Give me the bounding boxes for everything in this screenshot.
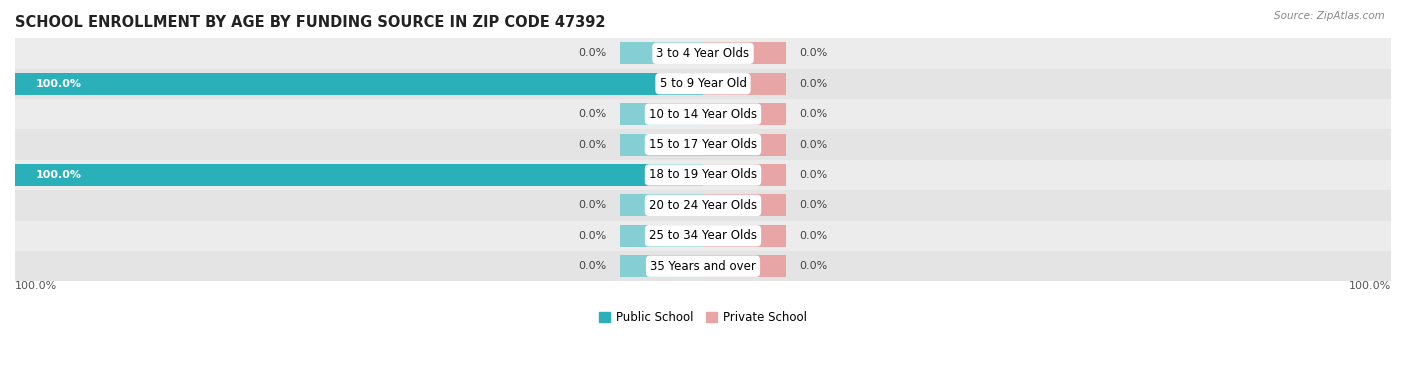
Text: 0.0%: 0.0% <box>578 201 606 210</box>
Text: 3 to 4 Year Olds: 3 to 4 Year Olds <box>657 47 749 60</box>
Text: 25 to 34 Year Olds: 25 to 34 Year Olds <box>650 229 756 242</box>
Text: 0.0%: 0.0% <box>800 170 828 180</box>
Text: 0.0%: 0.0% <box>800 79 828 89</box>
Bar <box>15 73 703 95</box>
Text: 100.0%: 100.0% <box>35 79 82 89</box>
Text: 0.0%: 0.0% <box>800 201 828 210</box>
Bar <box>620 195 703 216</box>
Text: 20 to 24 Year Olds: 20 to 24 Year Olds <box>650 199 756 212</box>
Text: 0.0%: 0.0% <box>800 261 828 271</box>
Text: 0.0%: 0.0% <box>578 109 606 119</box>
Text: 15 to 17 Year Olds: 15 to 17 Year Olds <box>650 138 756 151</box>
Text: 100.0%: 100.0% <box>35 170 82 180</box>
Bar <box>620 255 703 277</box>
Bar <box>15 221 1391 251</box>
Bar <box>15 38 1391 69</box>
Bar <box>620 42 703 64</box>
Bar <box>620 133 703 155</box>
Bar <box>703 255 786 277</box>
Text: 18 to 19 Year Olds: 18 to 19 Year Olds <box>650 169 756 181</box>
Text: 100.0%: 100.0% <box>15 281 58 291</box>
Text: SCHOOL ENROLLMENT BY AGE BY FUNDING SOURCE IN ZIP CODE 47392: SCHOOL ENROLLMENT BY AGE BY FUNDING SOUR… <box>15 15 606 30</box>
Bar <box>15 251 1391 281</box>
Bar <box>620 103 703 125</box>
Bar <box>620 225 703 247</box>
Bar <box>703 73 786 95</box>
Text: 100.0%: 100.0% <box>1348 281 1391 291</box>
Bar <box>703 225 786 247</box>
Text: Source: ZipAtlas.com: Source: ZipAtlas.com <box>1274 11 1385 21</box>
Bar <box>15 99 1391 129</box>
Bar <box>703 133 786 155</box>
Bar <box>15 190 1391 221</box>
Text: 0.0%: 0.0% <box>578 231 606 241</box>
Text: 0.0%: 0.0% <box>578 48 606 58</box>
Legend: Public School, Private School: Public School, Private School <box>593 307 813 329</box>
Text: 5 to 9 Year Old: 5 to 9 Year Old <box>659 77 747 90</box>
Bar <box>703 42 786 64</box>
Bar <box>15 164 703 186</box>
Text: 0.0%: 0.0% <box>578 261 606 271</box>
Bar <box>703 164 786 186</box>
Text: 10 to 14 Year Olds: 10 to 14 Year Olds <box>650 108 756 121</box>
Text: 0.0%: 0.0% <box>800 139 828 150</box>
Text: 0.0%: 0.0% <box>800 109 828 119</box>
Bar <box>15 160 1391 190</box>
Bar <box>703 103 786 125</box>
Text: 0.0%: 0.0% <box>800 231 828 241</box>
Bar <box>15 129 1391 160</box>
Text: 0.0%: 0.0% <box>578 139 606 150</box>
Text: 0.0%: 0.0% <box>800 48 828 58</box>
Text: 35 Years and over: 35 Years and over <box>650 260 756 273</box>
Bar <box>15 69 1391 99</box>
Bar <box>703 195 786 216</box>
